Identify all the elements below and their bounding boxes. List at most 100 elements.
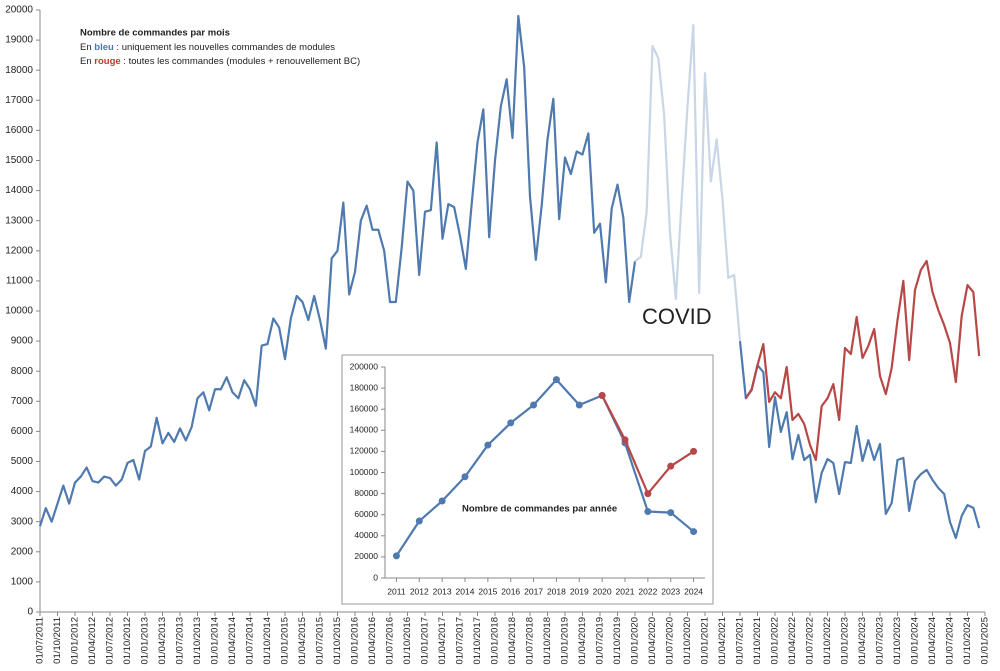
x-tick-label: 2013 <box>433 586 452 596</box>
point <box>530 401 538 409</box>
x-tick-label: 01/10/2014 <box>262 617 273 665</box>
x-tick-label: 01/10/2016 <box>402 617 413 665</box>
x-tick-label: 01/10/2023 <box>892 617 903 665</box>
x-tick-label: 01/04/2019 <box>577 617 588 665</box>
x-tick-label: 01/01/2019 <box>560 617 571 665</box>
y-tick-label: 160000 <box>350 403 379 413</box>
x-tick-label: 01/01/2013 <box>140 617 151 665</box>
point <box>667 462 675 470</box>
x-tick-label: 01/01/2020 <box>630 617 641 665</box>
highlight-line <box>634 23 742 342</box>
x-tick-label: 01/10/2020 <box>682 617 693 665</box>
y-tick-label: 5000 <box>11 456 34 467</box>
x-tick-label: 01/04/2012 <box>87 617 98 665</box>
y-tick-label: 180000 <box>350 382 379 392</box>
y-tick-label: 13000 <box>5 215 33 226</box>
point <box>644 490 652 498</box>
y-tick-label: 12000 <box>5 245 33 256</box>
y-tick-label: 17000 <box>5 95 33 106</box>
chart-title: Nombre de commandes par mois <box>80 28 230 39</box>
y-tick-label: 18000 <box>5 65 33 76</box>
y-tick-label: 4000 <box>11 486 34 497</box>
note: En bleu : uniquement les nouvelles comma… <box>80 42 335 53</box>
x-tick-label: 01/01/2023 <box>840 617 851 665</box>
x-tick-label: 01/07/2018 <box>525 617 536 665</box>
x-tick-label: 01/07/2021 <box>735 617 746 665</box>
x-tick-label: 01/04/2018 <box>507 617 518 665</box>
x-tick-label: 2023 <box>661 586 680 596</box>
x-tick-label: 2017 <box>524 586 543 596</box>
y-tick-label: 10000 <box>5 306 33 317</box>
x-tick-label: 01/04/2020 <box>647 617 658 665</box>
point <box>507 419 515 427</box>
x-tick-label: 01/07/2019 <box>595 617 606 665</box>
point <box>461 473 469 481</box>
x-tick-label: 01/04/2014 <box>227 617 238 665</box>
x-tick-label: 01/04/2022 <box>787 617 798 665</box>
x-tick-label: 01/01/2016 <box>350 617 361 665</box>
x-tick-label: 01/07/2013 <box>175 617 186 665</box>
x-tick-label: 01/01/2017 <box>420 617 431 665</box>
x-tick-label: 01/01/2021 <box>700 617 711 665</box>
note-part: rouge <box>94 56 120 67</box>
y-tick-label: 11000 <box>6 276 34 287</box>
y-tick-label: 20000 <box>5 5 33 16</box>
x-tick-label: 01/01/2018 <box>490 617 501 665</box>
note-part: : toutes les commandes (modules + renouv… <box>121 56 360 67</box>
x-tick-label: 01/04/2024 <box>927 617 938 665</box>
note-part: : uniquement les nouvelles commandes de … <box>114 42 336 53</box>
x-tick-label: 2011 <box>387 586 406 596</box>
x-tick-label: 01/07/2024 <box>945 617 956 665</box>
x-tick-label: 2012 <box>410 586 429 596</box>
point <box>438 497 446 505</box>
x-tick-label: 01/01/2015 <box>280 617 291 665</box>
note-part: En <box>80 56 94 67</box>
x-tick-label: 01/07/2022 <box>805 617 816 665</box>
x-tick-label: 01/01/2012 <box>70 617 81 665</box>
x-tick-label: 2021 <box>616 586 635 596</box>
x-tick-label: 01/07/2020 <box>665 617 676 665</box>
x-tick-label: 01/10/2018 <box>542 617 553 665</box>
note: En rouge : toutes les commandes (modules… <box>80 56 360 67</box>
x-tick-label: 01/07/2012 <box>105 617 116 665</box>
x-tick-label: 01/04/2017 <box>437 617 448 665</box>
x-tick-label: 2019 <box>570 586 589 596</box>
x-tick-label: 01/01/2025 <box>980 617 991 665</box>
y-tick-label: 8000 <box>11 366 34 377</box>
point <box>484 441 492 449</box>
x-tick-label: 01/04/2016 <box>367 617 378 665</box>
point <box>598 391 606 399</box>
y-tick-label: 14000 <box>5 185 33 196</box>
series-line <box>38 14 981 540</box>
series-line <box>395 378 695 557</box>
y-tick-label: 20000 <box>354 551 378 561</box>
point <box>667 509 675 517</box>
y-tick-label: 7000 <box>11 396 34 407</box>
x-tick-label: 01/10/2011 <box>52 617 63 664</box>
point <box>575 401 583 409</box>
x-tick-label: 01/07/2011 <box>35 617 46 664</box>
inset-frame <box>341 354 714 605</box>
point <box>690 447 698 455</box>
x-tick-label: 01/07/2015 <box>315 617 326 665</box>
point <box>690 528 698 536</box>
x-tick-label: 01/07/2016 <box>385 617 396 665</box>
x-tick-label: 01/07/2023 <box>875 617 886 665</box>
point <box>621 436 629 444</box>
y-tick-label: 0 <box>373 572 378 582</box>
x-tick-label: 01/10/2022 <box>822 617 833 665</box>
x-tick-label: 01/07/2014 <box>245 617 256 665</box>
x-tick-label: 01/01/2022 <box>770 617 781 665</box>
x-tick-label: 2014 <box>456 586 475 596</box>
x-tick-label: 2015 <box>478 586 497 596</box>
y-tick-label: 140000 <box>350 425 379 435</box>
y-tick-label: 120000 <box>350 446 379 456</box>
series-line <box>744 259 981 462</box>
x-tick-label: 01/10/2024 <box>962 617 973 665</box>
yearly-chart: Nombre de commandes par année 0 20000 4000… <box>350 361 705 596</box>
y-tick-label: 16000 <box>5 125 33 136</box>
x-tick-label: 01/04/2021 <box>717 617 728 665</box>
y-tick-label: 40000 <box>354 530 378 540</box>
x-tick-label: 01/04/2015 <box>297 617 308 665</box>
